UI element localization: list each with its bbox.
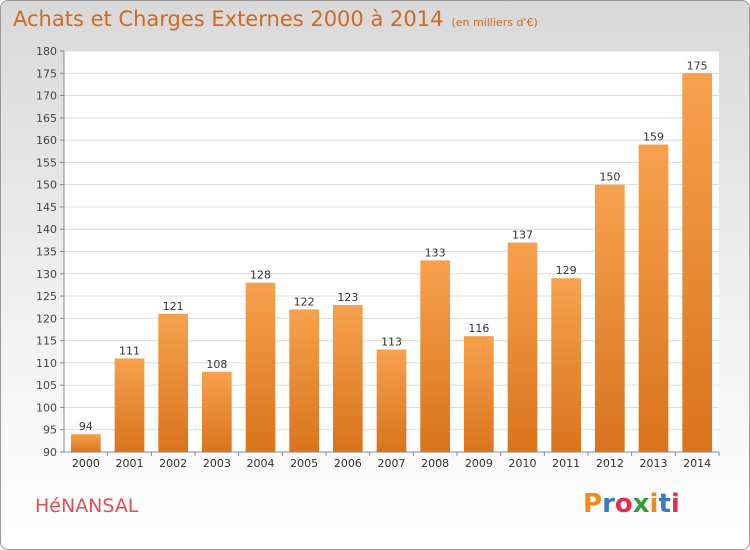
- commune-name: HéNANSAL: [35, 495, 139, 517]
- bar: [420, 260, 451, 452]
- y-tick-label: 155: [36, 156, 57, 169]
- y-tick-label: 140: [36, 223, 57, 236]
- chart-subtitle: (en milliers d'€): [451, 16, 538, 29]
- bar: [507, 242, 538, 452]
- data-label: 113: [381, 336, 402, 349]
- y-tick-label: 105: [36, 379, 57, 392]
- bar: [376, 349, 407, 452]
- x-tick-label: 2001: [116, 457, 144, 470]
- bar: [289, 309, 320, 452]
- y-tick-label: 165: [36, 112, 57, 125]
- y-tick-label: 145: [36, 201, 57, 214]
- x-tick-label: 2008: [421, 457, 449, 470]
- data-label: 108: [206, 358, 227, 371]
- y-tick-label: 95: [43, 424, 57, 437]
- y-tick-label: 115: [36, 335, 57, 348]
- x-tick-label: 2011: [552, 457, 580, 470]
- data-label: 123: [337, 291, 358, 304]
- y-tick-label: 90: [43, 446, 57, 459]
- x-tick-label: 2000: [72, 457, 100, 470]
- y-tick-label: 120: [36, 312, 57, 325]
- x-tick-label: 2004: [247, 457, 275, 470]
- x-tick-label: 2006: [334, 457, 362, 470]
- logo-letter: t: [658, 489, 671, 519]
- logo-letter: x: [632, 489, 650, 519]
- y-tick-label: 170: [36, 90, 57, 103]
- y-tick-label: 135: [36, 246, 57, 259]
- bar: [551, 278, 582, 452]
- data-label: 159: [643, 131, 664, 144]
- x-tick-label: 2003: [203, 457, 231, 470]
- x-tick-label: 2014: [683, 457, 711, 470]
- bar: [201, 371, 232, 452]
- x-tick-label: 2005: [290, 457, 318, 470]
- bar: [70, 434, 101, 452]
- chart-title: Achats et Charges Externes 2000 à 2014 (e…: [13, 7, 538, 31]
- logo-letter: i: [670, 489, 680, 519]
- bar: [332, 304, 363, 452]
- data-label: 133: [425, 246, 446, 259]
- bar: [594, 184, 625, 452]
- y-tick-label: 160: [36, 134, 57, 147]
- data-label: 111: [119, 344, 140, 357]
- data-label: 121: [163, 300, 184, 313]
- logo-letter: r: [602, 489, 615, 519]
- bar: [463, 336, 494, 452]
- data-label: 128: [250, 269, 271, 282]
- y-tick-label: 125: [36, 290, 57, 303]
- bar: [158, 313, 189, 452]
- bar: [682, 73, 713, 453]
- data-label: 129: [556, 264, 577, 277]
- proxiti-logo: Proxiti: [583, 489, 680, 519]
- y-tick-label: 175: [36, 67, 57, 80]
- x-tick-label: 2002: [159, 457, 187, 470]
- bar: [638, 144, 669, 453]
- data-label: 175: [687, 59, 708, 72]
- x-tick-label: 2007: [378, 457, 406, 470]
- y-tick-label: 100: [36, 401, 57, 414]
- bar: [114, 358, 145, 452]
- x-tick-label: 2013: [640, 457, 668, 470]
- x-tick-label: 2010: [509, 457, 537, 470]
- bar: [245, 282, 276, 452]
- chart-title-text: Achats et Charges Externes 2000 à 2014: [13, 7, 444, 31]
- logo-letter: o: [614, 489, 633, 519]
- y-tick-label: 150: [36, 179, 57, 192]
- y-tick-label: 110: [36, 357, 57, 370]
- y-tick-label: 180: [36, 45, 57, 58]
- x-tick-label: 2009: [465, 457, 493, 470]
- data-label: 137: [512, 229, 533, 242]
- y-tick-label: 130: [36, 268, 57, 281]
- data-label: 150: [599, 171, 620, 184]
- logo-letter: i: [649, 489, 659, 519]
- data-label: 116: [468, 322, 489, 335]
- logo-letter: P: [583, 489, 603, 519]
- data-label: 122: [294, 295, 315, 308]
- data-label: 94: [79, 420, 93, 433]
- x-tick-label: 2012: [596, 457, 624, 470]
